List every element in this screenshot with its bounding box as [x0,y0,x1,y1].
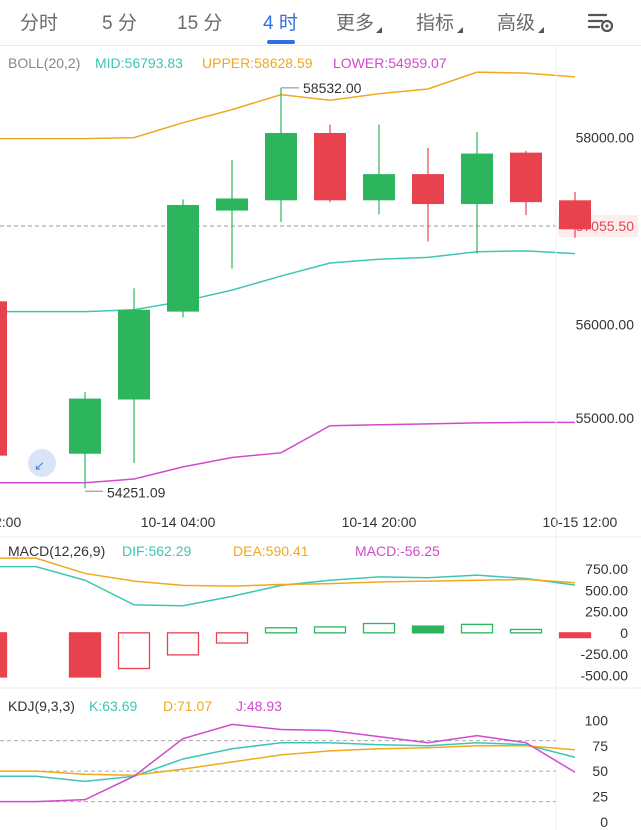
macd-histogram-bar [509,628,543,634]
price-annotation-high: 58532.00 [303,80,362,96]
candle [363,124,395,215]
candle-body-down [559,200,591,230]
tab-more[interactable]: 更多 [336,13,375,34]
candle [0,301,7,456]
kdj-y-tick-label: 100 [585,712,609,728]
d-line [0,745,576,776]
tab-5min[interactable]: 5 分 [102,13,137,34]
macd-histogram-bar [215,632,249,644]
kdj-legend-k: K:63.69 [89,698,137,714]
boll-mid-line [0,250,576,313]
candle-body-down [314,132,346,201]
macd-histogram-bar [68,632,102,678]
candle [216,160,248,269]
y-tick-label: 58000.00 [576,130,635,146]
macd-y-tick-label: 0 [620,625,628,641]
macd-histogram-bar [362,622,396,634]
more-dropdown-icon [376,27,382,33]
macd-histogram-bar [313,626,347,634]
x-axis-label: 2:00 [0,514,21,530]
boll-upper-line [0,71,576,140]
candle [69,392,101,489]
candle-body-up [265,132,297,201]
macd-y-tick-label: 500.00 [585,582,628,598]
advanced-dropdown-icon [538,27,544,33]
macd-histogram-bar [0,632,8,678]
macd-histogram-bar [460,623,494,634]
candle [118,288,150,464]
tab-advanced[interactable]: 高级 [497,13,536,34]
y-tick-label: 55000.00 [576,410,635,426]
tab-4hour[interactable]: 4 时 [263,13,298,34]
macd-histogram-bar [264,627,298,634]
boll-legend-upper: UPPER:58628.59 [202,55,313,71]
crosshair-arrow-icon: ↙ [34,458,45,473]
macd-y-tick-label: -500.00 [581,667,629,683]
candle [412,147,444,242]
kdj-legend-j: J:48.93 [236,698,282,714]
candle [167,199,199,318]
candle-body-up [167,204,199,312]
kdj-y-tick-label: 25 [592,789,608,805]
macd-legend-dea: DEA:590.41 [233,543,309,559]
boll-legend-lower: LOWER:54959.07 [333,55,447,71]
chart-settings-icon [587,13,614,33]
candle [461,132,493,254]
kdj-legend-d: D:71.07 [163,698,212,714]
candle [510,150,542,216]
candle-body-down [412,174,444,205]
tab-indicators[interactable]: 指标 [416,13,455,34]
active-tab-indicator [267,40,295,44]
macd-histogram-bar [166,632,200,656]
x-axis-label: 10-14 04:00 [141,514,216,530]
macd-y-tick-label: 250.00 [585,604,628,620]
tab-15min[interactable]: 15 分 [177,13,223,34]
x-axis-label: 10-15 12:00 [543,514,618,530]
candle-body-up [216,198,248,211]
macd-y-tick-label: 750.00 [585,561,628,577]
crosshair-marker [28,449,56,477]
dea-line [0,557,576,587]
x-axis-label: 10-14 20:00 [342,514,417,530]
macd-histogram-bar [558,632,592,639]
candle-body-up [118,309,150,400]
tab-timeshare[interactable]: 分时 [20,13,59,34]
kdj-title: KDJ(9,3,3) [8,698,75,714]
candle-body-up [69,398,101,454]
candle [314,124,346,203]
price-annotation-low: 54251.09 [107,484,166,500]
k-line [0,741,576,783]
candle-body-down [0,301,7,456]
candle-body-up [363,174,395,201]
candle-body-up [461,153,493,205]
chart-settings-button[interactable] [586,7,616,37]
macd-histogram-bar [117,632,151,670]
macd-legend-macd: MACD:-56.25 [355,543,440,559]
candle-body-down [510,152,542,203]
y-tick-label: 56000.00 [576,317,635,333]
boll-legend-mid: MID:56793.83 [95,55,183,71]
kdj-y-tick-label: 75 [592,738,608,754]
macd-title: MACD(12,26,9) [8,543,105,559]
macd-y-tick-label: -250.00 [581,646,629,662]
candle [559,191,591,238]
j-line [0,723,576,803]
kdj-y-tick-label: 50 [592,763,608,779]
period-tab-bar: 分时 5 分 15 分 4 时 更多 指标 高级 [0,0,641,46]
kdj-y-tick-label: 0 [600,814,608,830]
boll-title: BOLL(20,2) [8,55,80,71]
macd-legend-dif: DIF:562.29 [122,543,191,559]
indicators-dropdown-icon [457,27,463,33]
dif-line [0,565,576,607]
candle [265,87,297,222]
macd-histogram-bar [411,625,445,634]
